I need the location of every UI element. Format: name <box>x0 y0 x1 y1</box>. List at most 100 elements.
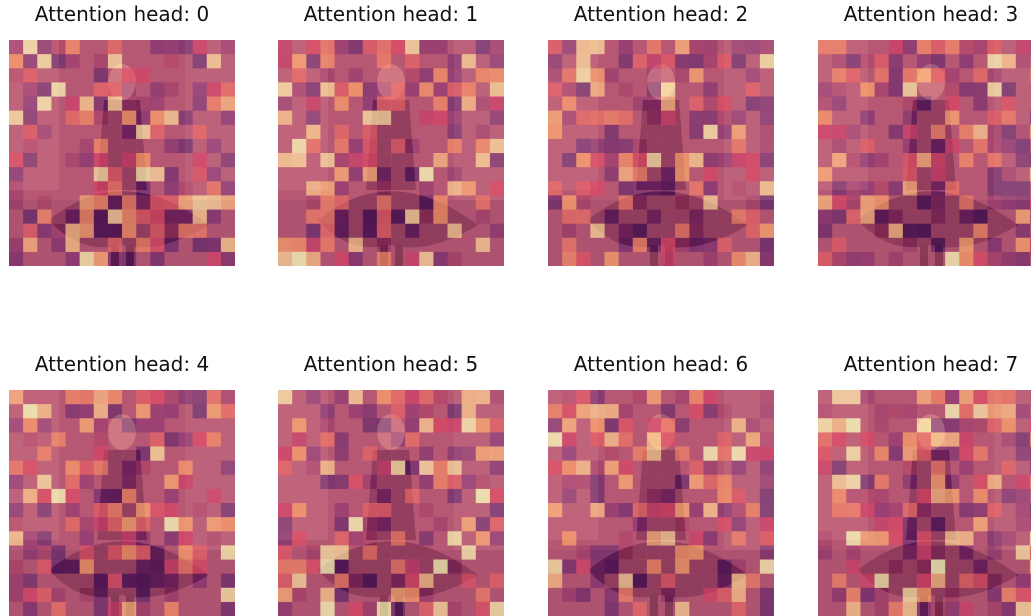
panel-title: Attention head: 1 <box>303 2 479 26</box>
attention-cell <box>9 124 24 140</box>
attention-cell <box>759 559 774 574</box>
attention-cell <box>320 418 335 433</box>
attention-cell <box>9 559 24 574</box>
attention-cell <box>306 432 321 447</box>
attention-cell <box>689 138 704 154</box>
attention-cell <box>107 488 123 504</box>
attention-cell <box>590 181 605 196</box>
attention-cell <box>220 110 235 125</box>
attention-cell <box>206 54 222 69</box>
attention-cell <box>1029 559 1031 574</box>
attention-cell <box>475 167 491 182</box>
attention-cell <box>292 195 307 210</box>
attention-cell <box>562 587 577 603</box>
attention-cell <box>1015 68 1031 83</box>
attention-cell <box>646 195 662 210</box>
attention-cell <box>562 96 577 111</box>
attention-cell <box>461 96 476 111</box>
attention-cell <box>916 503 932 518</box>
attention-cell <box>675 503 690 518</box>
attention-cell <box>278 138 293 154</box>
attention-cell <box>489 559 504 574</box>
attention-cell <box>206 181 222 196</box>
attention-cell <box>306 587 321 603</box>
attention-cell <box>51 559 66 574</box>
attention-cell <box>717 181 732 196</box>
attention-cell <box>846 209 861 224</box>
attention-cell <box>107 474 123 490</box>
attention-cell <box>632 503 648 518</box>
attention-cell <box>37 110 52 125</box>
attention-cell <box>860 460 875 475</box>
attention-cell <box>447 432 462 447</box>
attention-cell <box>987 223 1002 238</box>
attention-cell <box>419 195 434 210</box>
attention-cell <box>1015 223 1031 238</box>
attention-cell <box>548 460 563 475</box>
attention-cell <box>618 68 633 83</box>
attention-cell <box>703 531 718 546</box>
attention-cell <box>731 195 746 210</box>
attention-cell <box>192 110 207 125</box>
attention-cell <box>405 587 420 603</box>
attention-cell <box>475 237 491 253</box>
attention-cell <box>959 573 974 588</box>
attention-cell <box>461 503 476 518</box>
attention-cell <box>150 531 165 546</box>
attention-cell <box>278 559 293 574</box>
attention-cell <box>689 559 704 574</box>
attention-cell <box>65 110 80 125</box>
attention-cell <box>590 138 605 154</box>
attention-cell <box>604 153 619 168</box>
attention-cell <box>433 474 448 490</box>
attention-cell <box>278 503 293 518</box>
attention-cell <box>618 237 633 253</box>
attention-cell <box>206 138 222 154</box>
attention-cell <box>419 68 434 83</box>
attention-cell <box>206 531 222 546</box>
attention-cell <box>973 167 988 182</box>
attention-cell <box>661 531 676 546</box>
attention-cell <box>703 517 718 532</box>
attention-cell <box>888 390 903 405</box>
attention-cell <box>122 531 137 546</box>
attention-cell <box>1015 96 1031 111</box>
attention-cell <box>391 432 406 447</box>
attention-cell <box>703 432 718 447</box>
attention-cell <box>306 251 321 266</box>
attention-cell <box>107 40 123 55</box>
attention-cell <box>945 545 960 560</box>
attention-cell <box>632 110 648 125</box>
attention-cell <box>405 432 420 447</box>
attention-cell <box>874 223 889 238</box>
attention-cell <box>192 167 207 182</box>
attention-cell <box>562 153 577 168</box>
attention-cell <box>973 138 988 154</box>
attention-cell <box>23 432 38 447</box>
attention-cell <box>65 124 80 140</box>
attention-cell <box>107 96 123 111</box>
attention-cell <box>93 82 109 97</box>
attention-cell <box>548 517 563 532</box>
attention-cell <box>632 251 648 266</box>
attention-cell <box>902 251 918 266</box>
attention-cell <box>973 488 988 504</box>
attention-cell <box>320 573 335 588</box>
attention-cell <box>548 68 563 83</box>
attention-cell <box>931 404 946 419</box>
attention-cell <box>65 573 80 588</box>
attention-cell <box>475 545 491 560</box>
attention-cell <box>93 138 109 154</box>
attention-cell <box>860 432 875 447</box>
attention-cell <box>759 54 774 69</box>
attention-cell <box>362 181 378 196</box>
attention-cell <box>447 573 462 588</box>
attention-cell <box>916 460 932 475</box>
attention-cell <box>818 418 833 433</box>
attention-cell <box>461 251 476 266</box>
attention-cell <box>987 167 1002 182</box>
attention-cell <box>334 82 349 97</box>
attention-cell <box>278 237 293 253</box>
attention-cell <box>717 251 732 266</box>
attention-cell <box>348 404 363 419</box>
